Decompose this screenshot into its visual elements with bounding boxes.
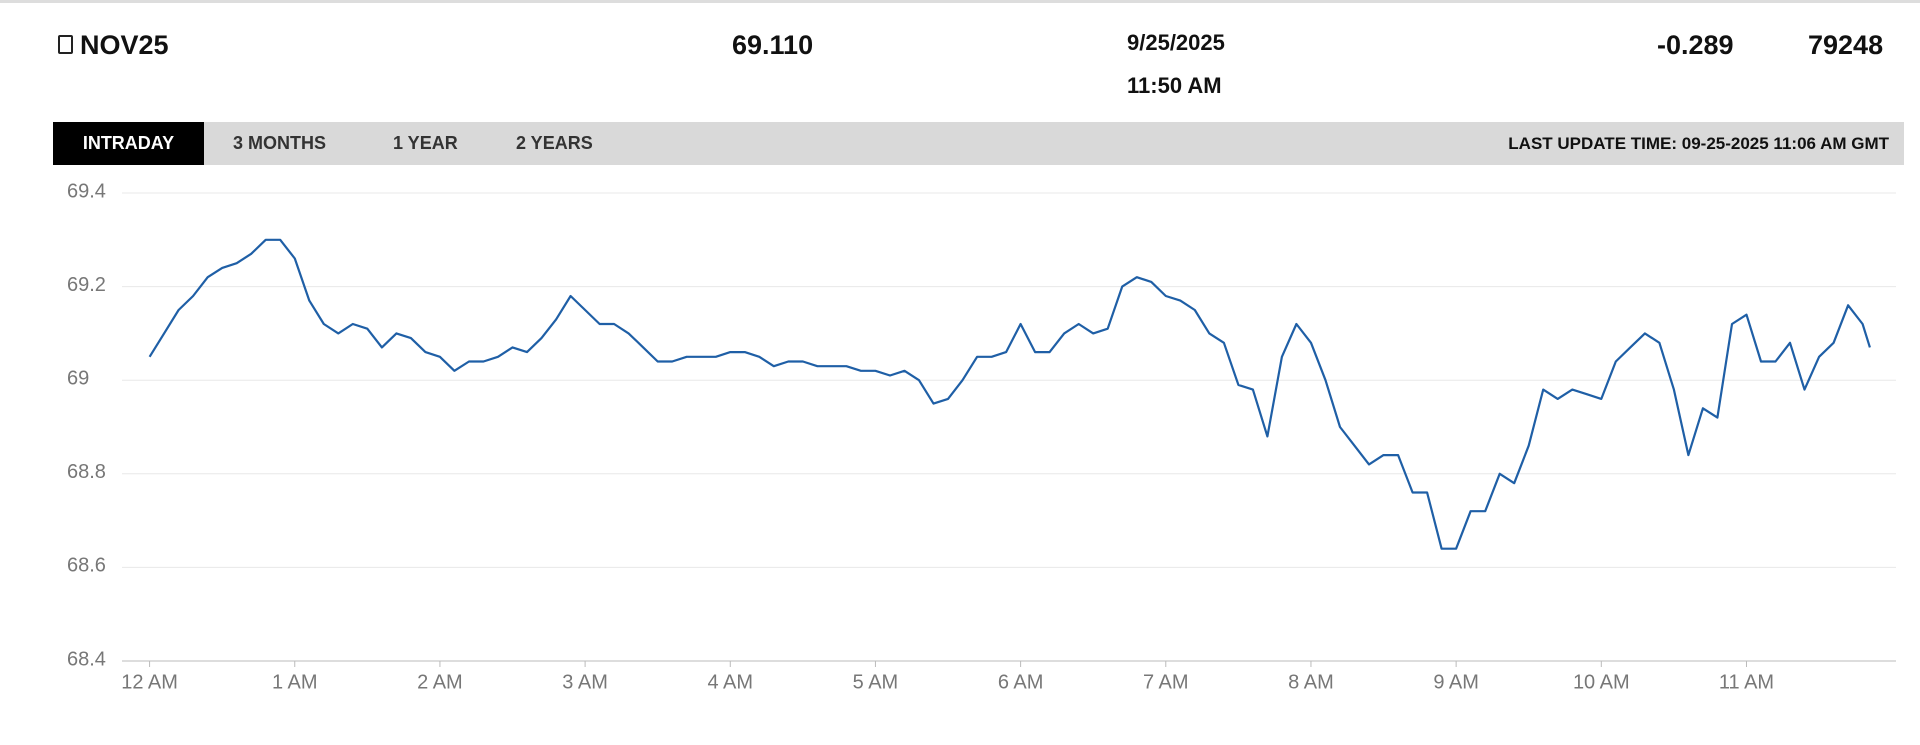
date: 9/25/2025 <box>1127 30 1225 55</box>
chart-icon <box>58 35 73 54</box>
time: 11:50 AM <box>1127 73 1222 98</box>
change: -0.289 <box>1657 30 1734 60</box>
x-tick-label: 5 AM <box>853 671 899 693</box>
symbol: NOV25 <box>80 30 169 60</box>
y-tick-label: 68.8 <box>67 461 106 483</box>
x-tick-label: 3 AM <box>562 671 608 693</box>
x-tick-label: 1 AM <box>272 671 318 693</box>
x-tick-label: 8 AM <box>1288 671 1334 693</box>
tab[interactable]: 1 YEAR <box>393 133 458 153</box>
tab-bar: INTRADAY 3 MONTHS 1 YEAR 2 YEARS LAST UP… <box>53 122 1904 165</box>
volume: 79248 <box>1808 30 1884 60</box>
last-price: 69.110 <box>732 30 814 60</box>
price-line <box>148 238 1871 550</box>
x-tick-label: 10 AM <box>1573 671 1630 693</box>
y-tick-label: 68.6 <box>67 555 106 577</box>
top-border <box>0 0 1920 3</box>
y-tick-label: 69.2 <box>67 274 106 296</box>
x-tick-label: 7 AM <box>1143 671 1189 693</box>
y-tick-label: 69.4 <box>67 180 106 202</box>
x-tick-label: 11 AM <box>1719 671 1774 693</box>
y-tick-label: 68.4 <box>67 648 106 670</box>
x-tick-label: 4 AM <box>707 671 753 693</box>
last-update: LAST UPDATE TIME: 09-25-2025 11:06 AM GM… <box>1508 134 1889 153</box>
x-tick-label: 2 AM <box>417 671 463 693</box>
tab[interactable]: 3 MONTHS <box>233 133 327 153</box>
tab[interactable]: INTRADAY <box>53 122 204 165</box>
y-tick-label: 69 <box>67 367 89 389</box>
x-tick-label: 6 AM <box>998 671 1044 693</box>
tab[interactable]: 2 YEARS <box>516 133 593 153</box>
x-tick-label: 12 AM <box>121 671 178 693</box>
x-tick-label: 9 AM <box>1433 671 1479 693</box>
